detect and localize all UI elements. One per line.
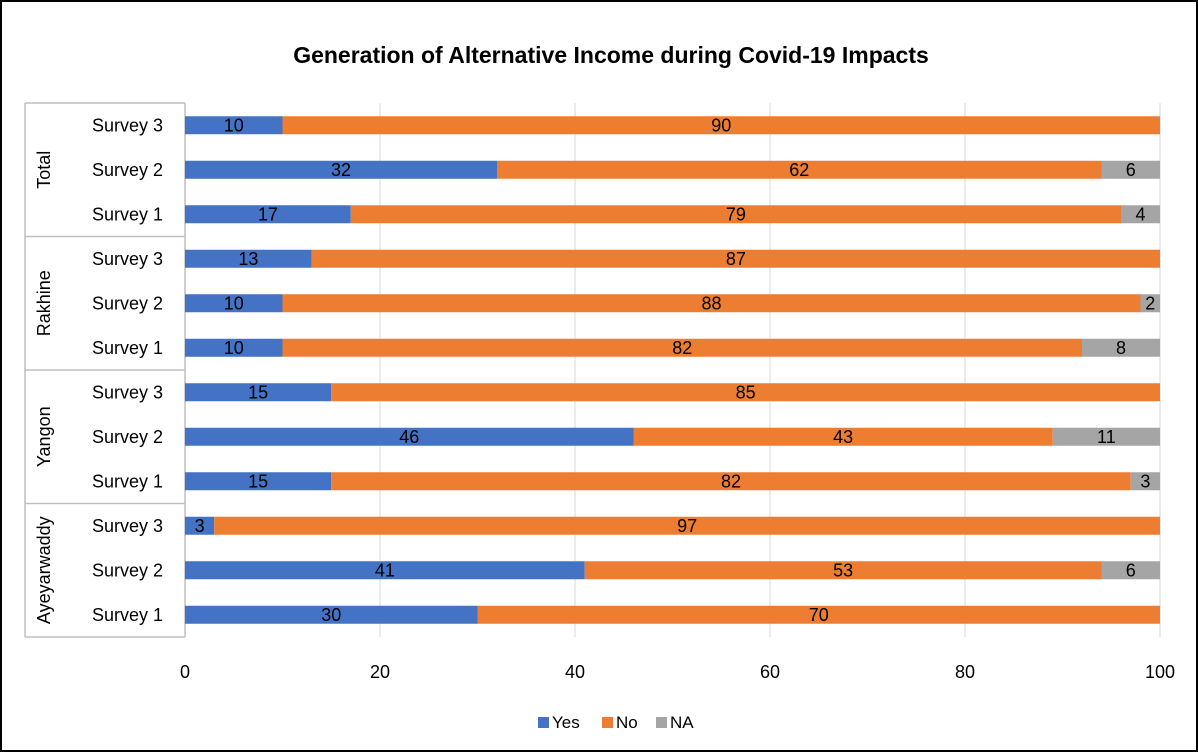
x-tick-label: 100 (1145, 662, 1175, 682)
x-axis-ticks: 0 20 40 60 80 100 (180, 662, 1175, 682)
data-label-yes: 15 (248, 471, 268, 491)
data-label-no: 90 (711, 115, 731, 135)
data-label-yes: 13 (238, 249, 258, 269)
bar-segment-yes (185, 561, 585, 580)
bar-segment-yes (185, 249, 312, 268)
data-label-na: 3 (1140, 471, 1150, 491)
bar-segment-yes (185, 116, 283, 135)
data-label-yes: 10 (224, 115, 244, 135)
data-label-yes: 41 (375, 560, 395, 580)
data-label-yes: 10 (224, 293, 244, 313)
group-label: Yangon (34, 406, 54, 467)
data-label-no: 43 (833, 427, 853, 447)
bar-segment-na (1101, 160, 1160, 179)
bar-segment-yes (185, 427, 634, 446)
category-label: Survey 2 (92, 560, 163, 580)
bar-segment-no (311, 249, 1160, 268)
data-label-no: 53 (833, 560, 853, 580)
bar-segment-no (331, 383, 1160, 402)
data-label-na: 8 (1116, 338, 1126, 358)
bar-segment-yes (185, 160, 497, 179)
data-label-na: 11 (1097, 427, 1116, 447)
group-label: Ayeyarwaddy (34, 516, 54, 624)
bar-segment-no (584, 561, 1102, 580)
bar-segment-na (1101, 561, 1160, 580)
category-axis: Total Rakhine Yangon Ayeyarwaddy Survey 3 Sur… (24, 102, 186, 638)
bar-segment-no (282, 338, 1082, 357)
x-tick-label: 60 (760, 662, 780, 682)
bar-segment-yes (185, 605, 478, 624)
bar-segment-na (1140, 294, 1160, 313)
legend: Yes No NA (538, 713, 694, 732)
legend-swatch (538, 717, 549, 728)
data-label-no: 82 (672, 338, 692, 358)
data-label-na: 6 (1126, 160, 1136, 180)
data-label-yes: 3 (195, 516, 205, 536)
category-label: Survey 3 (92, 249, 163, 269)
data-label-yes: 15 (248, 382, 268, 402)
bar-segment-na (1082, 338, 1160, 357)
data-label-na: 4 (1135, 204, 1145, 224)
data-label-no: 82 (721, 471, 741, 491)
category-label: Survey 1 (92, 605, 163, 625)
data-label-na: 2 (1145, 293, 1155, 313)
chart-title: Generation of Alternative Income during … (293, 42, 929, 68)
data-label-no: 85 (736, 382, 756, 402)
bar-segment-no (497, 160, 1102, 179)
data-label-no: 97 (677, 516, 697, 536)
category-label: Survey 1 (92, 471, 163, 491)
bar-segment-no (282, 116, 1160, 135)
x-tick-label: 0 (180, 662, 190, 682)
data-label-no: 70 (809, 605, 829, 625)
data-label-yes: 32 (331, 160, 351, 180)
category-label: Survey 2 (92, 160, 163, 180)
bar-segment-no (282, 294, 1141, 313)
bar-segment-yes (185, 383, 332, 402)
bar-segment-na (1130, 472, 1160, 491)
legend-label: Yes (552, 713, 580, 732)
data-label-na: 6 (1126, 560, 1136, 580)
legend-label: No (616, 713, 638, 732)
category-label: Survey 3 (92, 115, 163, 135)
data-label-no: 87 (726, 249, 746, 269)
bar-segment-no (331, 472, 1131, 491)
group-label: Rakhine (34, 270, 54, 336)
bar-segment-no (633, 427, 1053, 446)
x-tick-label: 80 (955, 662, 975, 682)
bar-segment-no (477, 605, 1160, 624)
x-tick-label: 20 (370, 662, 390, 682)
bar-segment-na (1121, 205, 1160, 224)
bars (185, 116, 1160, 624)
category-label: Survey 1 (92, 338, 163, 358)
category-label: Survey 2 (92, 293, 163, 313)
data-label-yes: 17 (258, 204, 278, 224)
data-label-yes: 30 (321, 605, 341, 625)
bar-segment-no (214, 516, 1160, 535)
legend-swatch (656, 717, 667, 728)
category-label: Survey 2 (92, 427, 163, 447)
bar-segment-yes (185, 516, 215, 535)
data-label-no: 62 (789, 160, 809, 180)
category-label: Survey 1 (92, 204, 163, 224)
x-tick-label: 40 (565, 662, 585, 682)
category-label: Survey 3 (92, 516, 163, 536)
bar-segment-no (350, 205, 1121, 224)
bar-segment-yes (185, 338, 283, 357)
bar-segment-yes (185, 294, 283, 313)
category-label: Survey 3 (92, 382, 163, 402)
data-label-no: 79 (726, 204, 746, 224)
group-label: Total (34, 151, 54, 189)
bar-segment-na (1052, 427, 1160, 446)
legend-swatch (602, 717, 613, 728)
data-label-yes: 10 (224, 338, 244, 358)
legend-label: NA (670, 713, 694, 732)
bar-segment-yes (185, 472, 332, 491)
data-label-no: 88 (701, 293, 721, 313)
data-label-yes: 46 (399, 427, 419, 447)
bar-segment-yes (185, 205, 351, 224)
